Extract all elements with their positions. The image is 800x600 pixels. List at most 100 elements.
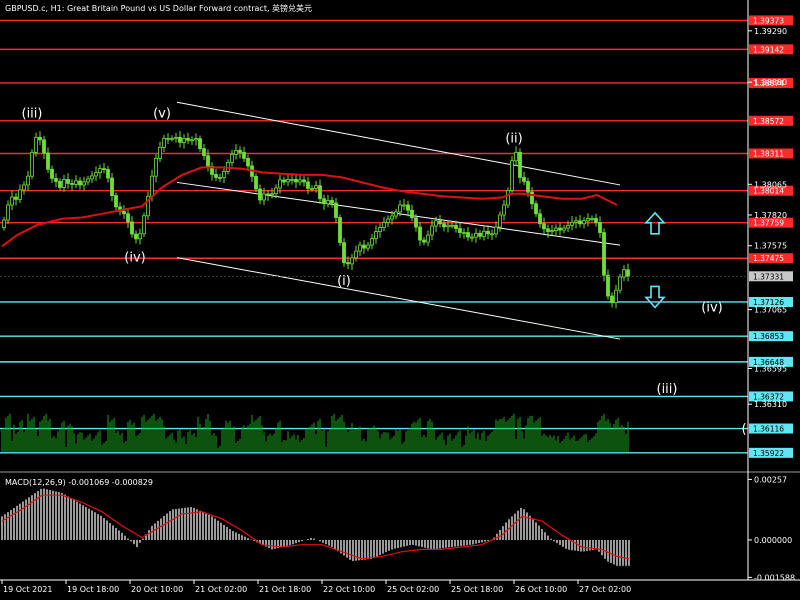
candle-body [602,232,606,276]
macd-signal-line [1,494,630,560]
level-badge [749,356,793,367]
level-price-label: 1.36853 [753,332,784,341]
candle-body [182,137,186,143]
wave-label: (iv) [124,250,145,265]
candle-body [82,181,86,186]
candle-body [574,220,578,223]
candle-body [62,179,66,188]
level-badge [749,15,793,26]
candle-body [98,168,102,174]
price-tick-label: 1.37065 [754,306,787,315]
level-badge [749,253,793,264]
candle-body [306,181,310,189]
candle-body [210,165,214,175]
candle-body [122,210,126,215]
candle-body [374,231,378,239]
candle-body [6,204,10,221]
candle-body [542,223,546,230]
level-price-label: 1.36116 [753,425,784,434]
candle-body [614,289,618,304]
level-price-label: 1.38014 [753,187,784,196]
candle-body [394,211,398,217]
candle-body [166,137,170,140]
candle-body [222,171,226,178]
candle-body [462,232,466,234]
candle-body [554,227,558,231]
candle-body [434,220,438,227]
candle-body [146,195,150,217]
candle-body [490,233,494,236]
candle-body [334,202,338,218]
candle-body [446,224,450,228]
candle-body [494,226,498,235]
candle-body [566,224,570,229]
candle-body [474,232,478,238]
candle-body [510,160,514,191]
candle-body [242,151,246,159]
candle-body [298,179,302,183]
candle-body [150,175,154,197]
candle-body [598,222,602,233]
candle-body [406,204,410,211]
candle-body [534,203,538,215]
candle-body [430,225,434,236]
candle-body [586,218,590,222]
candle-body [522,177,526,182]
candle-body [338,217,342,243]
level-price-label: 1.37759 [753,219,784,228]
macd-panel [0,471,800,566]
candle-body [378,227,382,232]
candle-body [610,295,614,304]
level-badge [749,115,793,126]
current-price-label: 1.37331 [753,272,784,281]
candle-body [278,179,282,189]
trend-line [176,257,621,340]
macd-tick-label: -0.001588 [754,573,795,582]
candle-body [38,136,42,141]
price-tick-label: 1.37820 [754,211,787,220]
candle-body [70,183,74,185]
candle-body [86,178,90,183]
candle-body [562,227,566,231]
candle-body [174,136,178,139]
candle-body [454,224,458,229]
chart-title: GBPUSD.c, H1: Great Britain Pound vs US … [5,3,312,13]
candle-body [310,188,314,190]
candle-body [450,224,454,227]
level-badge [749,148,793,159]
candle-body [106,169,110,179]
trend-line [176,101,621,186]
candle-body [194,138,198,141]
candle-body [206,155,210,167]
level-badge [749,217,793,228]
candle-body [426,234,430,243]
ma-line [1,166,618,248]
candle-body [90,175,94,180]
time-tick-label: 26 Oct 10:00 [515,585,567,594]
candle-body [54,178,58,182]
candle-body [354,250,358,259]
candle-body [46,152,50,170]
candle-body [342,242,346,264]
candle-body [302,179,306,183]
candle-body [42,139,46,154]
candle-body [26,175,30,186]
time-tick-label: 19 Oct 18:00 [67,585,119,594]
candle-body [178,136,182,143]
level-price-label: 1.39142 [753,45,784,54]
current-price-badge [749,271,793,282]
candle-body [418,226,422,241]
candle-body [362,244,366,249]
level-price-label: 1.38572 [753,117,784,126]
candle-body [134,233,138,240]
wave-label: ( [741,422,746,437]
level-badge [749,44,793,55]
candle-body [246,157,250,167]
candle-body [606,274,610,297]
time-tick-label: 25 Oct 18:00 [451,585,503,594]
candle-body [506,190,510,206]
candle-body [530,191,534,205]
wave-label: (v) [153,106,171,121]
candle-body [410,209,414,219]
